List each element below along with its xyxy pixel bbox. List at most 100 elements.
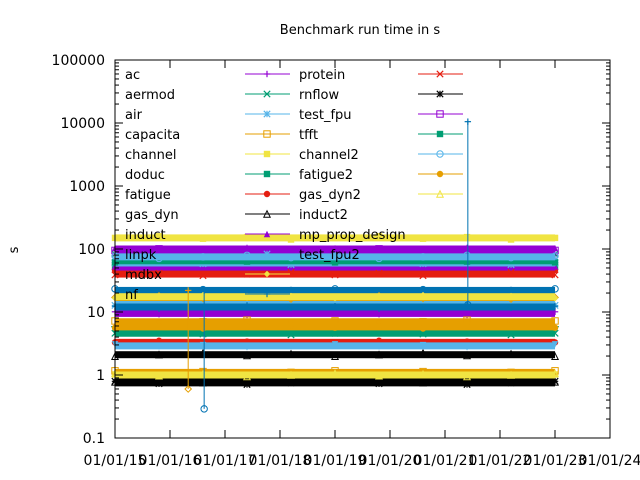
legend-marker bbox=[263, 150, 271, 158]
legend-item-11: mdbx bbox=[125, 268, 162, 283]
series-8 bbox=[110, 348, 560, 361]
series-band bbox=[115, 286, 556, 294]
x-tick-label: 01/01/19 bbox=[304, 453, 367, 469]
legend-item-3: air bbox=[125, 108, 143, 123]
x-tick-label: 01/01/17 bbox=[194, 453, 257, 469]
x-tick-label: 01/01/20 bbox=[359, 453, 422, 469]
series-point bbox=[375, 305, 383, 312]
legend-label: doduc bbox=[125, 168, 165, 183]
series-11 bbox=[111, 341, 559, 351]
series-point bbox=[375, 254, 383, 263]
series-point bbox=[463, 372, 472, 381]
series-point bbox=[287, 349, 296, 358]
y-tick-label: 100 bbox=[78, 242, 105, 258]
legend-item-2: aermod bbox=[125, 88, 175, 103]
legend-item-16: tfft bbox=[245, 128, 318, 143]
series-point bbox=[375, 293, 383, 300]
series-point bbox=[287, 264, 295, 272]
series-point bbox=[331, 341, 339, 348]
x-tick-label: 01/01/15 bbox=[84, 453, 147, 469]
legend-item-28 bbox=[418, 130, 463, 138]
legend-marker bbox=[436, 90, 444, 98]
series-point bbox=[243, 380, 251, 389]
series-point bbox=[243, 372, 252, 381]
legend-item-23 bbox=[245, 270, 290, 278]
legend-label: fatigue2 bbox=[299, 168, 353, 183]
series-point bbox=[463, 294, 471, 301]
series-point bbox=[287, 331, 295, 339]
spike-bottom-marker bbox=[184, 385, 193, 393]
series-point bbox=[243, 245, 251, 254]
legend-label: fatigue bbox=[125, 188, 171, 203]
series-point bbox=[419, 341, 427, 349]
spike-bottom-marker bbox=[464, 301, 472, 309]
series-point bbox=[507, 253, 515, 262]
y-tick-label: 1 bbox=[96, 368, 105, 384]
series-point bbox=[463, 344, 471, 351]
legend-item-24 bbox=[245, 290, 290, 298]
legend-marker bbox=[436, 170, 444, 178]
series-point bbox=[243, 351, 252, 360]
series-point bbox=[507, 342, 515, 350]
legend-label: gas_dyn bbox=[125, 208, 179, 223]
series-point bbox=[243, 258, 251, 265]
axes: 0.1 1 10 100 1000 10000 100000 01/01/1501/01/16… bbox=[52, 53, 640, 469]
legend-item-5: channel bbox=[125, 148, 176, 163]
legend-item-18: fatigue2 bbox=[245, 168, 353, 183]
legend-item-25 bbox=[418, 70, 463, 78]
series-point bbox=[287, 268, 295, 277]
legend-item-30 bbox=[418, 170, 463, 178]
series-point bbox=[551, 369, 560, 378]
series-point bbox=[419, 272, 427, 280]
plot-frame bbox=[114, 59, 611, 439]
series-point bbox=[331, 234, 339, 242]
series-point bbox=[155, 265, 163, 272]
legend-item-31 bbox=[418, 189, 463, 198]
legend-marker bbox=[263, 110, 271, 118]
series-point bbox=[419, 263, 427, 271]
legend-item-12: nf bbox=[125, 288, 138, 303]
series-point bbox=[507, 292, 515, 300]
series-point bbox=[551, 271, 559, 279]
series-point bbox=[551, 252, 559, 260]
series-point bbox=[243, 344, 251, 351]
series-band bbox=[115, 253, 556, 261]
series-point bbox=[375, 380, 383, 388]
x-tick-label: 01/01/24 bbox=[579, 453, 640, 469]
series-point bbox=[463, 258, 471, 265]
series-point bbox=[199, 263, 207, 271]
series-point bbox=[287, 322, 295, 329]
series-point bbox=[243, 251, 251, 259]
series-point bbox=[375, 350, 384, 359]
series-point bbox=[331, 285, 339, 293]
spike-bottom-marker bbox=[200, 405, 208, 413]
series-31 bbox=[110, 369, 560, 381]
legend-label: linpk bbox=[125, 248, 157, 263]
series-point bbox=[551, 285, 559, 293]
series-point bbox=[375, 311, 383, 318]
series-point bbox=[375, 257, 383, 264]
series-point bbox=[155, 257, 163, 264]
series-25 bbox=[111, 268, 559, 280]
legend-label: rnflow bbox=[299, 88, 339, 103]
legend-item-4: capacita bbox=[125, 128, 180, 143]
series-point bbox=[155, 269, 163, 277]
y-tick-label: 0.1 bbox=[83, 431, 105, 447]
series-point bbox=[463, 251, 471, 259]
legend-item-1: ac bbox=[125, 68, 140, 83]
series-point bbox=[375, 269, 383, 277]
series-point bbox=[155, 343, 163, 350]
series-26 bbox=[111, 377, 559, 389]
legend-marker bbox=[436, 150, 444, 158]
series-point bbox=[199, 253, 207, 261]
x-tick-label: 01/01/18 bbox=[249, 453, 312, 469]
legend-marker bbox=[263, 270, 271, 278]
series-point bbox=[243, 233, 251, 241]
series-point bbox=[243, 294, 251, 301]
series-point bbox=[287, 379, 295, 387]
series-point bbox=[507, 268, 515, 277]
series-17 bbox=[111, 233, 559, 243]
legend-marker bbox=[436, 130, 444, 138]
legend-marker bbox=[263, 290, 271, 298]
series-point bbox=[287, 236, 295, 243]
